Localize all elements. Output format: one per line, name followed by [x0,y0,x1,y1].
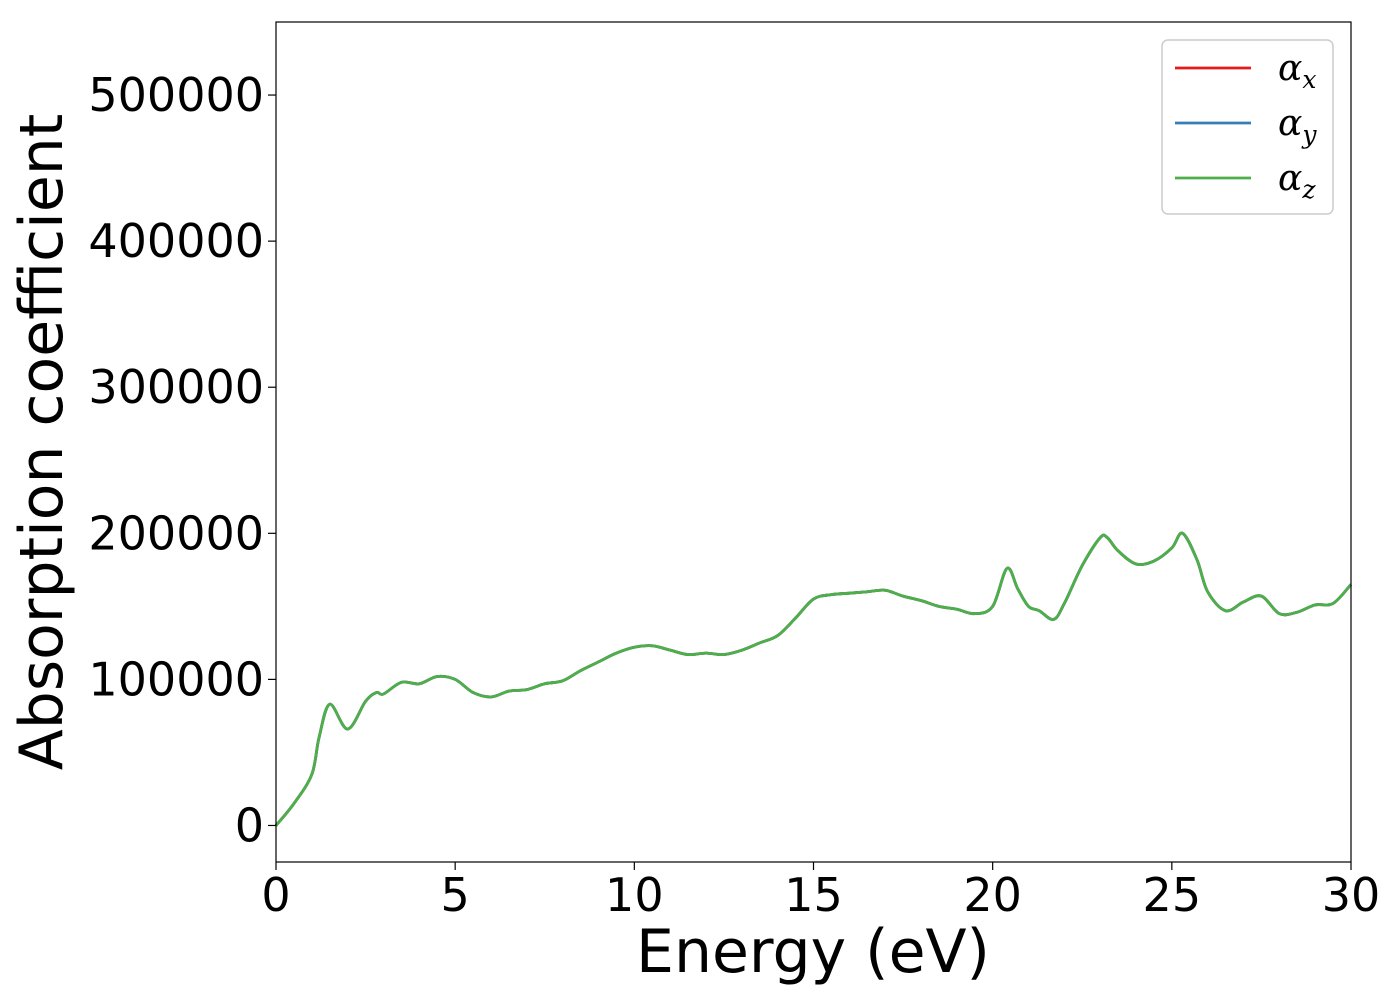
y-tick-label: 100000 [88,652,264,706]
x-tick-label: 5 [441,868,470,922]
series-line-x [274,531,1353,827]
y-axis-ticks: 0 100000 200000 300000 400000 500000 [88,68,276,852]
legend-box [1161,39,1334,215]
legend-label-x: αx [1278,48,1316,94]
series-layer [274,531,1353,827]
series-line-y [274,531,1353,827]
legend-label-z: αz [1278,158,1316,204]
x-tick-label: 25 [1143,868,1202,922]
x-tick-label: 20 [963,868,1022,922]
y-tick-label: 500000 [88,68,264,122]
series-line-z [274,531,1353,827]
x-axis-label: Energy (eV) [636,917,990,987]
x-axis-ticks: 0 5 10 15 20 25 30 [261,862,1380,922]
y-tick-label: 400000 [88,214,264,268]
x-tick-label: 30 [1322,868,1381,922]
y-tick-label: 200000 [88,506,264,560]
x-tick-label: 15 [784,868,843,922]
y-tick-label: 0 [235,798,264,852]
legend: αx αy αz [1161,39,1334,215]
x-tick-label: 10 [605,868,664,922]
y-tick-label: 300000 [88,360,264,414]
legend-label-y: αy [1278,103,1317,149]
y-axis-label: Absorption coefficient [7,114,77,771]
x-tick-label: 0 [261,868,290,922]
